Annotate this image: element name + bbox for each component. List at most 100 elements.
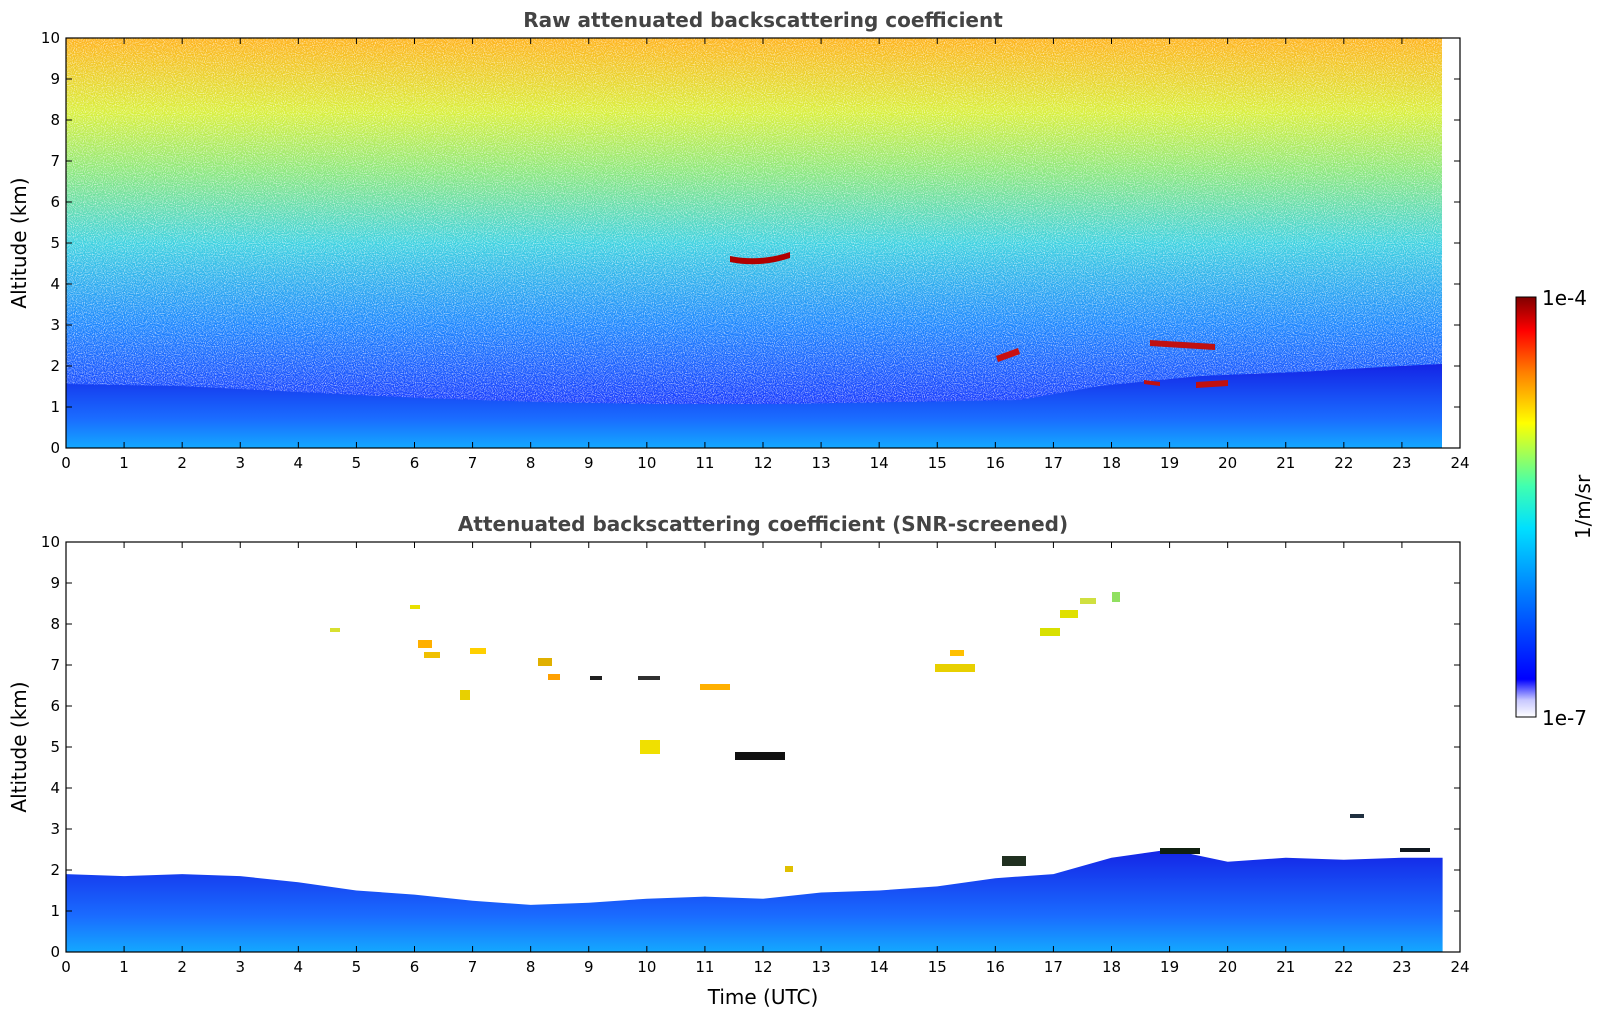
y-tick-label: 9	[50, 70, 60, 88]
y-tick-label: 0	[50, 439, 60, 457]
x-tick-label: 19	[1160, 958, 1179, 976]
x-tick-label: 8	[526, 958, 536, 976]
cloud-patch	[1350, 814, 1364, 818]
y-tick-label: 5	[50, 234, 60, 252]
y-tick-label: 7	[50, 152, 60, 170]
cloud-patch	[538, 658, 552, 666]
raw-y-axis-label: Altitude (km)	[7, 177, 31, 308]
cloud-patch	[935, 664, 975, 672]
colorbar-gradient	[1515, 296, 1537, 718]
x-tick-label: 11	[695, 958, 714, 976]
y-tick-label: 10	[41, 29, 60, 47]
x-tick-label: 0	[61, 958, 71, 976]
x-tick-label: 22	[1334, 454, 1353, 472]
y-tick-label: 2	[50, 861, 60, 879]
raw-cloud-low-19h	[1144, 340, 1228, 388]
y-tick-label: 3	[50, 316, 60, 334]
cloud-patch	[1002, 856, 1026, 866]
raw-cloud-low-16h	[996, 348, 1020, 362]
cloud-patch	[785, 866, 793, 872]
x-tick-label: 1	[119, 958, 129, 976]
screened-boundary-layer	[66, 849, 1443, 952]
x-tick-label: 23	[1392, 454, 1411, 472]
cloud-patch	[700, 684, 730, 690]
x-tick-label: 1	[119, 454, 129, 472]
y-tick-label: 9	[50, 574, 60, 592]
raw-cloud-mid	[730, 252, 790, 265]
panel-screened: Attenuated backscattering coefficient (S…	[7, 512, 1470, 1009]
panel-raw: Raw attenuated backscattering coefficien…	[7, 8, 1470, 472]
x-tick-label: 2	[177, 454, 187, 472]
cloud-patch	[1040, 628, 1060, 636]
x-tick-label: 24	[1450, 454, 1469, 472]
colorbar: 1e-4 1e-7 1/m/sr	[1515, 286, 1595, 730]
x-tick-label: 21	[1276, 958, 1295, 976]
x-tick-label: 17	[1044, 454, 1063, 472]
cloud-patch	[418, 640, 432, 648]
y-tick-label: 4	[50, 275, 60, 293]
x-tick-label: 10	[637, 454, 656, 472]
x-tick-label: 6	[410, 958, 420, 976]
raw-empty-tail	[1442, 38, 1460, 448]
raw-heatmap	[66, 38, 1442, 448]
cloud-patch	[950, 650, 964, 656]
x-tick-label: 14	[870, 454, 889, 472]
y-tick-label: 0	[50, 943, 60, 961]
y-tick-label: 6	[50, 193, 60, 211]
x-tick-label: 23	[1392, 958, 1411, 976]
x-tick-label: 5	[352, 958, 362, 976]
x-tick-label: 16	[986, 454, 1005, 472]
x-tick-label: 14	[870, 958, 889, 976]
raw-ticks: 0 1 2 3 4 5 6 7 8 9 10 11 12 13 14 15 16 17 18 19 20 21 22 23 24…	[41, 29, 1470, 472]
colorbar-unit-label: 1/m/sr	[1571, 474, 1595, 539]
cloud-patch	[330, 628, 340, 632]
x-tick-label: 5	[352, 454, 362, 472]
x-tick-label: 4	[294, 454, 304, 472]
y-tick-label: 8	[50, 111, 60, 129]
x-tick-label: 6	[410, 454, 420, 472]
x-tick-label: 20	[1218, 454, 1237, 472]
raw-boundary-layer	[66, 364, 1442, 448]
x-tick-label: 21	[1276, 454, 1295, 472]
y-tick-label: 8	[50, 615, 60, 633]
cloud-patch	[638, 676, 660, 680]
screened-y-axis-label: Altitude (km)	[7, 681, 31, 812]
x-tick-label: 9	[584, 454, 594, 472]
cloud-patch	[1080, 598, 1096, 604]
cloud-patch	[590, 676, 602, 680]
y-tick-label: 5	[50, 738, 60, 756]
y-tick-label: 3	[50, 820, 60, 838]
x-tick-label: 12	[753, 454, 772, 472]
cloud-patch	[1112, 592, 1120, 602]
screened-ticks: 0 1 2 3 4 5 6 7 8 9 10 11 12 13 14 15 16 17 18 19 20 21 22 23 24…	[41, 533, 1470, 976]
y-tick-label: 6	[50, 697, 60, 715]
x-tick-label: 3	[235, 958, 245, 976]
x-tick-label: 16	[986, 958, 1005, 976]
x-tick-label: 13	[812, 958, 831, 976]
y-tick-label: 7	[50, 656, 60, 674]
x-axis-label: Time (UTC)	[707, 985, 819, 1009]
cloud-patch	[1400, 848, 1430, 852]
x-tick-label: 15	[928, 958, 947, 976]
x-tick-label: 17	[1044, 958, 1063, 976]
cloud-patch	[1060, 610, 1078, 618]
x-tick-label: 18	[1102, 454, 1121, 472]
panel-title-raw: Raw attenuated backscattering coefficien…	[523, 8, 1003, 32]
cloud-patch	[460, 690, 470, 700]
cloud-patch	[424, 652, 440, 658]
cloud-patch	[735, 752, 785, 760]
x-tick-label: 13	[812, 454, 831, 472]
x-tick-label: 24	[1450, 958, 1469, 976]
x-tick-label: 22	[1334, 958, 1353, 976]
cloud-patch	[1160, 848, 1200, 854]
y-tick-label: 1	[50, 398, 60, 416]
x-tick-label: 19	[1160, 454, 1179, 472]
cloud-patch	[640, 740, 660, 754]
x-tick-label: 12	[753, 958, 772, 976]
x-tick-label: 7	[468, 958, 478, 976]
x-tick-label: 9	[584, 958, 594, 976]
colorbar-min-label: 1e-7	[1542, 706, 1587, 730]
cloud-patch	[548, 674, 560, 680]
